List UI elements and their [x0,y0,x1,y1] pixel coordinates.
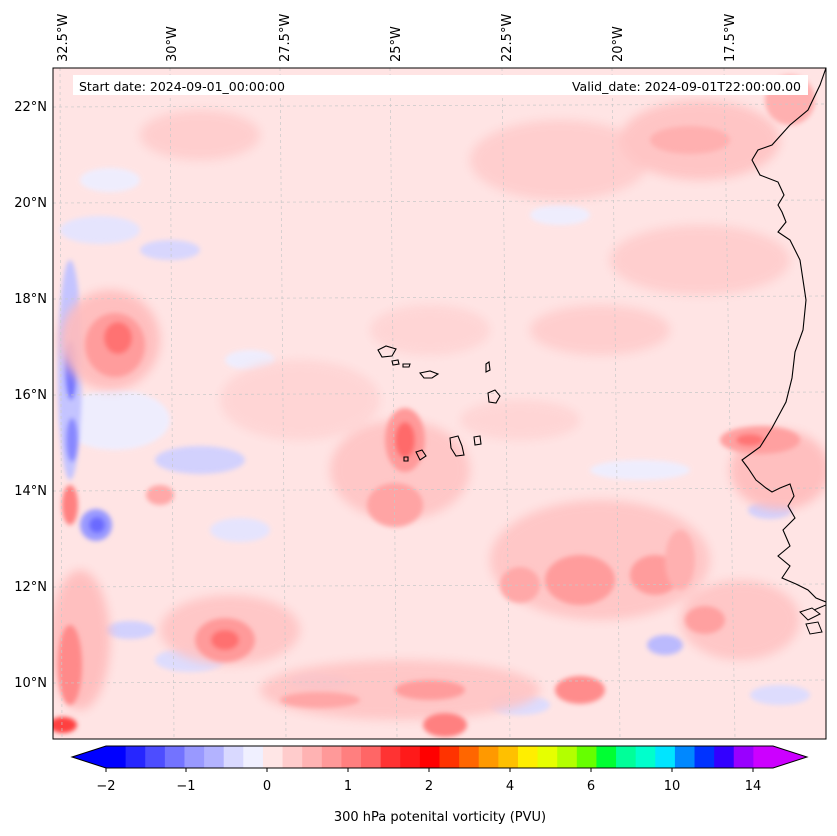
lon-label: 17.5°W [723,14,738,62]
colorbar-tick-label: 14 [745,779,762,794]
colorbar-swatch [714,746,735,768]
colorbar-swatch [459,746,480,768]
lat-label: 10°N [14,676,47,691]
colorbar-swatch [223,746,244,768]
pv-field-pink-broad [53,100,826,720]
colorbar-tick-label: 4 [506,779,514,794]
lat-label: 22°N [14,100,47,115]
lat-label: 18°N [14,292,47,307]
colorbar-title: 300 hPa potenital vorticity (PVU) [334,810,546,825]
colorbar-swatch [596,746,617,768]
africa-coastline [741,68,826,603]
lon-label: 30°W [165,26,180,62]
colorbar-swatch [184,746,205,768]
lon-label: 25°W [389,26,404,62]
colorbar-tick-label: −2 [96,779,115,794]
colorbar-ticks [105,768,754,772]
colorbar-swatch [204,746,225,768]
colorbar-swatch [164,746,186,768]
colorbar-swatch [262,746,284,768]
colorbar-swatch [302,746,323,768]
colorbar-swatch [419,746,441,768]
colorbar-swatch [243,746,264,768]
colorbar-swatch [400,746,421,768]
colorbar-swatch [282,746,303,768]
start-date-label: Start date: 2024-09-01_00:00:00 [79,79,285,94]
colorbar-swatch [753,746,774,768]
colorbar-extend-high [773,746,807,768]
colorbar-swatch [478,746,499,768]
colorbar-swatch [439,746,460,768]
colorbar-swatch [361,746,382,768]
colorbar-extend-low [72,746,106,768]
lon-label: 32.5°W [56,14,71,62]
lat-label: 12°N [14,580,47,595]
valid-date-label: Valid_date: 2024-09-01T22:00:00.00 [572,79,801,94]
colorbar-swatch [380,746,401,768]
colorbar-swatches [106,746,774,768]
colorbar-swatch [341,746,362,768]
pv-field-low-patches [60,168,810,715]
colorbar-swatch [576,746,598,768]
colorbar-tick-label: −1 [176,779,195,794]
colorbar-swatch [145,746,166,768]
guinea-bissau-islands [799,604,826,635]
colorbar-swatch [635,746,656,768]
lon-label: 27.5°W [278,14,293,62]
lon-label: 22.5°W [500,14,515,62]
colorbar: −2 −1 0 1 2 4 6 10 14 300 hPa potenital … [70,745,809,825]
lon-label: 20°W [611,26,626,62]
lon-labels: 32.5°W 30°W 27.5°W 25°W 22.5°W 20°W 17.5… [56,14,738,62]
lat-labels: 22°N 20°N 18°N 16°N 14°N 12°N 10°N [14,100,47,691]
colorbar-tick-label: 10 [664,779,681,794]
lat-label: 16°N [14,388,47,403]
colorbar-swatch [537,746,558,768]
colorbar-swatch [733,746,754,768]
colorbar-swatch [557,746,578,768]
colorbar-swatch [674,746,696,768]
map-frame [52,67,827,740]
colorbar-swatch [498,746,519,768]
lat-label: 20°N [14,196,47,211]
colorbar-swatch [125,746,146,768]
colorbar-swatch [616,746,637,768]
graticule [53,68,826,739]
cape-verde-islands [377,345,501,462]
colorbar-tick-label: 1 [344,779,352,794]
colorbar-swatch [694,746,715,768]
colorbar-tick-labels: −2 −1 0 1 2 4 6 10 14 [96,779,761,794]
colorbar-swatch [517,746,539,768]
colorbar-swatch [321,746,343,768]
colorbar-swatch [106,746,127,768]
map-panel [53,68,826,739]
lat-label: 14°N [14,484,47,499]
colorbar-swatch [655,746,676,768]
colorbar-tick-label: 2 [425,779,433,794]
colorbar-tick-label: 6 [587,779,595,794]
colorbar-tick-label: 0 [263,779,271,794]
date-banner [73,75,808,95]
